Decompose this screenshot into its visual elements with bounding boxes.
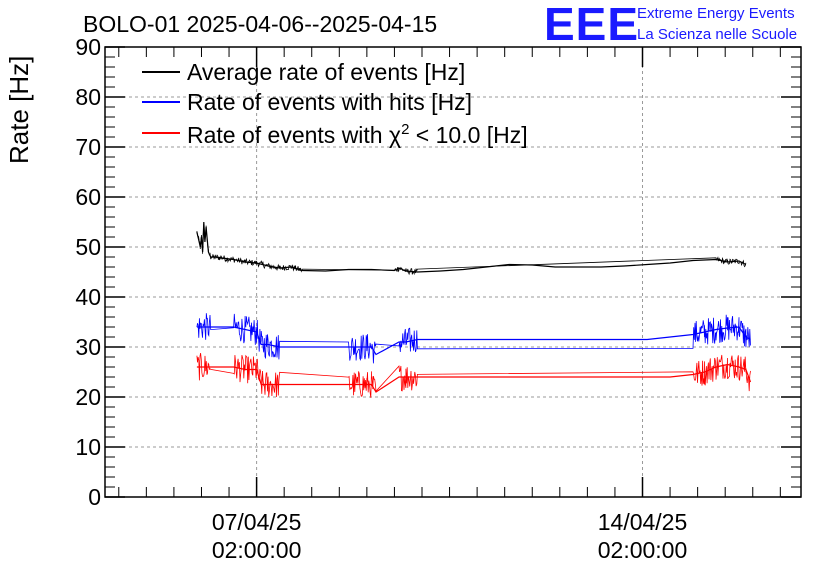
series-2	[196, 353, 752, 398]
chart-title: BOLO-01 2025-04-06--2025-04-15	[83, 11, 437, 37]
y-tick-label: 70	[75, 134, 101, 160]
y-tick-label: 40	[75, 284, 101, 310]
x-tick-date: 14/04/25	[598, 509, 688, 535]
eee-logo-line1: Extreme Energy Events	[637, 5, 795, 22]
x-tick-date: 07/04/25	[212, 509, 302, 535]
plot-frame	[104, 46, 802, 498]
plot-border	[104, 46, 802, 498]
eee-logo-mark: EEE	[544, 0, 639, 50]
grid-lines	[105, 47, 801, 497]
legend-label-hits: Rate of events with hits [Hz]	[187, 89, 472, 115]
x-tick-time: 02:00:00	[212, 537, 302, 563]
eee-logo: EEE Extreme Energy Events La Scienza nel…	[544, 0, 797, 50]
legend: Average rate of events [Hz] Rate of even…	[142, 59, 528, 148]
y-axis-ticks: 0 10 20 30 40 50 60 70 80 90	[75, 34, 801, 510]
series-1	[196, 313, 751, 364]
y-tick-label: 10	[75, 434, 101, 460]
series-line-1	[196, 326, 751, 356]
y-tick-label: 0	[88, 484, 101, 510]
y-tick-label: 80	[75, 84, 101, 110]
y-tick-label: 90	[75, 34, 101, 60]
series-0	[196, 221, 747, 276]
y-tick-label: 30	[75, 334, 101, 360]
y-tick-label: 60	[75, 184, 101, 210]
series-line-2	[196, 363, 752, 393]
x-tick-time: 02:00:00	[598, 537, 688, 563]
series-trace-1	[196, 313, 751, 364]
y-tick-label: 50	[75, 234, 101, 260]
series-layer	[196, 221, 752, 398]
y-tick-label: 20	[75, 384, 101, 410]
eee-logo-line2: La Scienza nelle Scuole	[637, 26, 797, 43]
series-trace-0	[196, 223, 747, 276]
series-trace-2	[196, 353, 751, 398]
legend-label-chi2: Rate of events with χ2 < 10.0 [Hz]	[187, 121, 528, 148]
legend-label-average: Average rate of events [Hz]	[187, 59, 465, 85]
y-axis-label: Rate [Hz]	[4, 56, 34, 164]
